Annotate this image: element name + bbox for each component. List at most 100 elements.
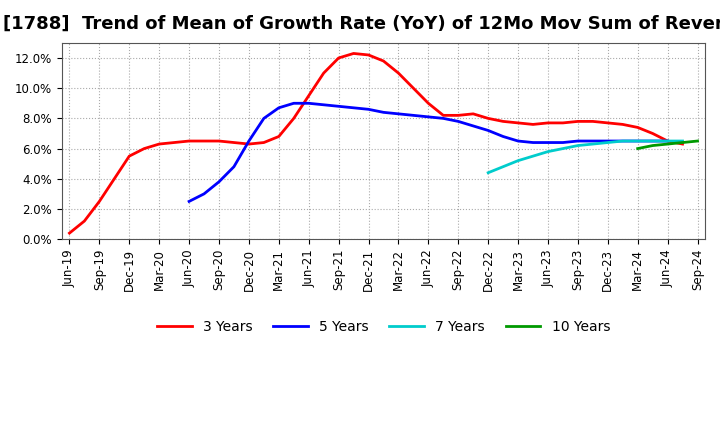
3 Years <box>245 141 253 147</box>
5 Years <box>394 111 402 117</box>
3 Years <box>544 120 552 125</box>
5 Years <box>199 191 208 197</box>
5 Years <box>469 123 477 128</box>
3 Years <box>379 59 388 64</box>
10 Years <box>634 146 642 151</box>
3 Years <box>95 199 104 204</box>
3 Years <box>334 55 343 61</box>
3 Years <box>394 70 402 76</box>
3 Years <box>65 231 73 236</box>
7 Years <box>618 139 627 144</box>
3 Years <box>574 119 582 124</box>
5 Years <box>663 139 672 144</box>
3 Years <box>603 120 612 125</box>
3 Years <box>454 113 462 118</box>
5 Years <box>409 113 418 118</box>
Title: [1788]  Trend of Mean of Growth Rate (YoY) of 12Mo Mov Sum of Revenues: [1788] Trend of Mean of Growth Rate (YoY… <box>4 15 720 33</box>
3 Years <box>648 131 657 136</box>
10 Years <box>693 139 702 144</box>
3 Years <box>678 141 687 147</box>
Line: 5 Years: 5 Years <box>189 103 667 202</box>
3 Years <box>588 119 597 124</box>
3 Years <box>185 139 194 144</box>
7 Years <box>559 146 567 151</box>
3 Years <box>125 154 134 159</box>
3 Years <box>499 119 508 124</box>
3 Years <box>230 140 238 145</box>
7 Years <box>588 141 597 147</box>
3 Years <box>424 101 433 106</box>
5 Years <box>588 139 597 144</box>
7 Years <box>514 158 523 163</box>
5 Years <box>439 116 448 121</box>
5 Years <box>454 119 462 124</box>
3 Years <box>199 139 208 144</box>
3 Years <box>320 70 328 76</box>
3 Years <box>528 122 537 127</box>
3 Years <box>559 120 567 125</box>
3 Years <box>634 125 642 130</box>
5 Years <box>648 139 657 144</box>
3 Years <box>289 116 298 121</box>
7 Years <box>663 139 672 144</box>
7 Years <box>603 140 612 145</box>
5 Years <box>230 164 238 169</box>
10 Years <box>678 140 687 145</box>
3 Years <box>274 134 283 139</box>
5 Years <box>603 139 612 144</box>
7 Years <box>634 139 642 144</box>
5 Years <box>499 134 508 139</box>
5 Years <box>364 106 373 112</box>
3 Years <box>155 141 163 147</box>
5 Years <box>289 101 298 106</box>
3 Years <box>80 218 89 224</box>
3 Years <box>259 140 268 145</box>
3 Years <box>110 176 119 181</box>
5 Years <box>634 139 642 144</box>
5 Years <box>544 140 552 145</box>
7 Years <box>484 170 492 176</box>
Legend: 3 Years, 5 Years, 7 Years, 10 Years: 3 Years, 5 Years, 7 Years, 10 Years <box>151 315 616 340</box>
3 Years <box>409 85 418 91</box>
7 Years <box>648 139 657 144</box>
5 Years <box>574 139 582 144</box>
5 Years <box>618 139 627 144</box>
3 Years <box>469 111 477 117</box>
Line: 10 Years: 10 Years <box>638 141 698 149</box>
Line: 3 Years: 3 Years <box>69 53 683 233</box>
5 Years <box>185 199 194 204</box>
5 Years <box>484 128 492 133</box>
5 Years <box>274 105 283 110</box>
10 Years <box>648 143 657 148</box>
3 Years <box>140 146 148 151</box>
5 Years <box>528 140 537 145</box>
3 Years <box>364 52 373 58</box>
5 Years <box>245 139 253 144</box>
3 Years <box>349 51 358 56</box>
5 Years <box>514 139 523 144</box>
5 Years <box>334 104 343 109</box>
5 Years <box>320 102 328 107</box>
7 Years <box>528 154 537 159</box>
5 Years <box>424 114 433 120</box>
3 Years <box>215 139 223 144</box>
5 Years <box>215 179 223 184</box>
5 Years <box>259 116 268 121</box>
3 Years <box>439 113 448 118</box>
7 Years <box>678 139 687 144</box>
3 Years <box>514 120 523 125</box>
7 Years <box>544 149 552 154</box>
3 Years <box>305 93 313 99</box>
5 Years <box>305 101 313 106</box>
10 Years <box>663 141 672 147</box>
3 Years <box>618 122 627 127</box>
3 Years <box>484 116 492 121</box>
7 Years <box>499 164 508 169</box>
3 Years <box>663 139 672 144</box>
Line: 7 Years: 7 Years <box>488 141 683 173</box>
5 Years <box>379 110 388 115</box>
5 Years <box>559 140 567 145</box>
5 Years <box>349 105 358 110</box>
3 Years <box>170 140 179 145</box>
7 Years <box>574 143 582 148</box>
